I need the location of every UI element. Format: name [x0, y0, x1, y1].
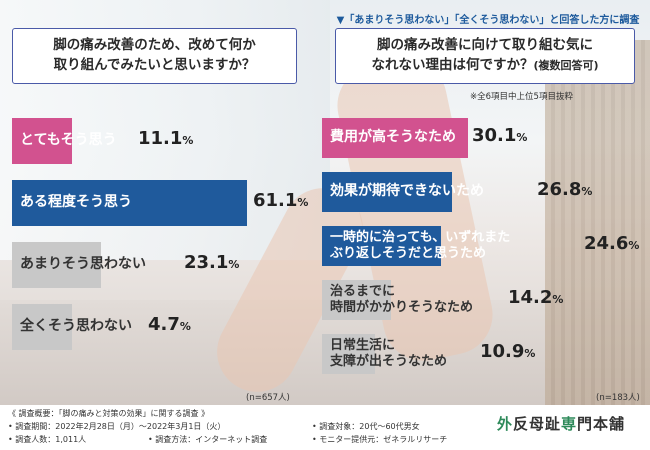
- left-bar-0: [12, 118, 72, 164]
- left-value-label-0: 11.1%: [138, 128, 193, 149]
- right-value-number: 10.9: [480, 341, 525, 362]
- footer: [0, 405, 650, 450]
- right-question-suffix: (複数回答可): [533, 59, 599, 72]
- left-value-label-1: 61.1%: [253, 190, 308, 211]
- right-survey-note: ▼「あまりそう思わない」「全くそう思わない」と回答した方に調査: [336, 15, 640, 26]
- right-value-number: 26.8: [537, 179, 582, 200]
- right-bar-2: [322, 226, 442, 266]
- footer-subjects: • 調査対象：20代～60代男女: [312, 422, 420, 431]
- footer-period: • 調査期間：2022年2月28日（月）～2022年3月1日（火）: [8, 422, 226, 431]
- right-value-number: 24.6: [584, 233, 629, 254]
- right-value-label-1: 26.8%: [537, 179, 592, 200]
- left-value-unit: %: [297, 196, 309, 209]
- brand-part-c: 専: [561, 415, 578, 433]
- left-value-number: 11.1: [138, 128, 183, 149]
- right-bar-1: [322, 172, 452, 212]
- right-bar-label-line: ぶり返しそうだと思うため: [330, 246, 487, 261]
- left-sample-size: (n=657人): [246, 393, 290, 403]
- brand-logo: 外反母趾専門本舗: [497, 413, 625, 434]
- right-bar-label-1: 効果が期待できないため: [330, 183, 484, 201]
- brand-part-b: 反母趾: [513, 415, 562, 433]
- right-bar-label-line: 時間がかかりそうなため: [330, 300, 474, 315]
- right-bar-label-line: 日常生活に: [330, 337, 396, 353]
- brand-part-d: 門本舗: [577, 415, 626, 433]
- right-value-unit: %: [524, 347, 536, 360]
- right-value-label-2: 24.6%: [584, 233, 639, 254]
- brand-part-a: 外: [497, 415, 514, 433]
- left-bar-label-line: 全くそう思わない: [20, 318, 132, 335]
- footer-overview: 《 調査概要：「脚の痛みと対策の効果」に関する調査 》: [8, 409, 210, 418]
- right-value-number: 14.2: [508, 287, 553, 308]
- left-value-number: 61.1: [253, 190, 298, 211]
- right-question-line2: なれない理由は何ですか？: [371, 57, 534, 73]
- left-bar-label-3: 全くそう思わない: [20, 318, 132, 336]
- left-value-label-3: 4.7%: [148, 314, 191, 335]
- right-bar-label-0: 費用が高そうなため: [330, 129, 456, 147]
- right-value-label-0: 30.1%: [472, 125, 527, 146]
- left-value-number: 4.7: [148, 314, 180, 335]
- right-bar-label-line: 費用が高そうなため: [330, 129, 456, 146]
- right-bar-label-3: 治るまでに 時間がかかりそうなため: [330, 284, 473, 317]
- right-value-unit: %: [581, 185, 593, 198]
- right-value-unit: %: [628, 239, 640, 252]
- left-value-number: 23.1: [184, 252, 229, 273]
- right-question-line1: 脚の痛み改善に向けて取り組む気に: [377, 37, 593, 54]
- left-question-line2: 取り組んでみたいと思いますか？: [53, 57, 256, 73]
- background-chair: [545, 40, 650, 405]
- left-bar-label-2: あまりそう思わない: [20, 256, 146, 274]
- right-value-label-4: 10.9%: [480, 341, 535, 362]
- left-bar-label-line: あまりそう思わない: [20, 256, 146, 273]
- right-question-box: 脚の痛み改善に向けて取り組む気に なれない理由は何ですか？(複数回答可): [335, 28, 635, 84]
- right-value-unit: %: [516, 131, 528, 144]
- left-value-label-2: 23.1%: [184, 252, 239, 273]
- right-bar-label-4: 日常生活に 支障が出そうなため: [330, 338, 447, 371]
- left-bar-1: [12, 180, 247, 226]
- footer-count: • 調査人数：1,011人: [8, 435, 87, 444]
- right-bar-0: [322, 118, 468, 158]
- right-bar-4: [322, 334, 375, 374]
- left-bar-label-line: ある程度そう思う: [20, 194, 132, 211]
- left-question-box: 脚の痛み改善のため、改めて何か 取り組んでみたいと思いますか？: [12, 28, 297, 84]
- left-bar-2: [12, 242, 101, 288]
- right-sample-size: (n=183人): [596, 393, 640, 403]
- right-value-unit: %: [552, 293, 564, 306]
- left-value-unit: %: [179, 320, 191, 333]
- right-bar-label-line: 治るまでに: [330, 283, 396, 299]
- left-bar-label-0: とてもそう思う: [20, 132, 117, 150]
- left-bar-3: [12, 304, 72, 350]
- right-value-number: 30.1: [472, 125, 517, 146]
- right-bar-label-2: 一時的に治っても、いずれまた ぶり返しそうだと思うため: [330, 230, 510, 263]
- right-value-label-3: 14.2%: [508, 287, 563, 308]
- right-bar-3: [322, 280, 391, 320]
- right-subnote: ※全6項目中上位5項目抜粋: [470, 92, 573, 102]
- left-bar-label-1: ある程度そう思う: [20, 194, 132, 212]
- right-bar-label-line: 効果が期待できないため: [330, 183, 484, 200]
- left-value-unit: %: [228, 258, 240, 271]
- left-bar-label-line: とてもそう思う: [20, 132, 117, 149]
- footer-method: • 調査方法：インターネット調査: [148, 435, 268, 444]
- left-value-unit: %: [182, 134, 194, 147]
- right-bar-label-line: 一時的に治っても、いずれまた: [330, 229, 511, 245]
- right-bar-label-line: 支障が出そうなため: [330, 354, 448, 369]
- footer-provider: • モニター提供元：ゼネラルリサーチ: [312, 435, 448, 444]
- left-question-line1: 脚の痛み改善のため、改めて何か: [53, 37, 256, 54]
